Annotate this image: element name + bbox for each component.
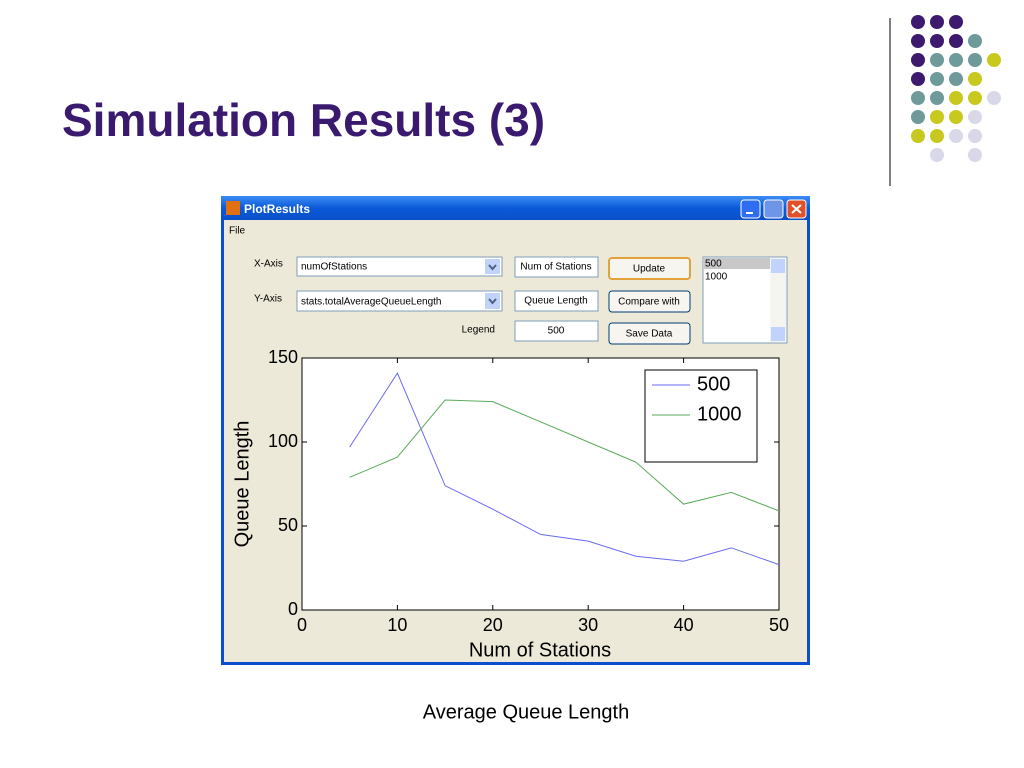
dot (968, 34, 982, 48)
dot (911, 110, 925, 124)
dot (949, 72, 963, 86)
button-label: Compare with (618, 297, 680, 308)
dot (949, 129, 963, 143)
scrollbar[interactable] (770, 258, 786, 342)
dot (968, 148, 982, 162)
menu-file[interactable]: File (229, 226, 246, 237)
save-button[interactable] (608, 322, 691, 345)
close-icon (791, 204, 802, 214)
legend-label: 500 (697, 373, 730, 395)
dot (968, 91, 982, 105)
dot (911, 53, 925, 67)
dot (930, 72, 944, 86)
arrow-icon (488, 298, 497, 305)
dot (949, 110, 963, 124)
title-bar (221, 196, 810, 220)
update-button[interactable] (608, 257, 691, 280)
series-line (349, 399, 780, 512)
dot (987, 91, 1001, 105)
button-label: Save Data (626, 329, 673, 340)
x-tick-label: 50 (769, 615, 789, 635)
y-axis-title: Queue Length (231, 421, 253, 548)
dot (911, 34, 925, 48)
dot (968, 53, 982, 67)
dot (949, 53, 963, 67)
dot (930, 91, 944, 105)
dot (968, 129, 982, 143)
dot (911, 129, 925, 143)
legend-input[interactable] (514, 320, 599, 342)
dot (930, 53, 944, 67)
list-item[interactable]: 1000 (705, 272, 728, 283)
minimize-button[interactable] (740, 199, 761, 219)
x-axis-value: numOfStations (301, 262, 367, 273)
compare-button[interactable] (608, 290, 691, 313)
x-tick-label: 40 (674, 615, 694, 635)
arrow-icon (488, 264, 497, 271)
x-axis-combo[interactable] (296, 256, 503, 277)
x-tick-label: 0 (297, 615, 307, 635)
list-selection (704, 258, 770, 269)
decoration-dots (911, 15, 1001, 162)
scroll-down[interactable] (771, 327, 785, 341)
x-axis-title: Num of Stations (469, 639, 611, 661)
dot (911, 72, 925, 86)
series-line (349, 372, 780, 566)
scroll-up[interactable] (771, 259, 785, 273)
dot (968, 72, 982, 86)
legend-text: 500 (548, 326, 565, 337)
x-label-text: Num of Stations (520, 262, 591, 273)
dot (911, 91, 925, 105)
dot (949, 15, 963, 29)
y-label-text: Queue Length (524, 296, 587, 307)
dot (968, 110, 982, 124)
app-icon (226, 201, 240, 215)
window-title: PlotResults (244, 202, 310, 216)
dot (949, 34, 963, 48)
dot (930, 148, 944, 162)
y-tick-label: 100 (268, 431, 298, 451)
legend-label: Legend (462, 325, 495, 336)
dot (930, 110, 944, 124)
combo-arrow[interactable] (485, 259, 500, 274)
y-axis-value: stats.totalAverageQueueLength (301, 297, 441, 308)
y-tick-label: 0 (288, 599, 298, 619)
dot (987, 53, 1001, 67)
x-axis-label: X-Axis (254, 259, 283, 270)
maximize-button[interactable] (763, 199, 784, 219)
slide-title: Simulation Results (3) (62, 94, 545, 146)
y-label-input[interactable] (514, 290, 599, 312)
y-axis-label: Y-Axis (254, 294, 282, 305)
x-tick-label: 30 (578, 615, 598, 635)
y-tick-label: 150 (268, 347, 298, 367)
list-item[interactable]: 500 (705, 259, 722, 270)
dot (930, 34, 944, 48)
y-tick-label: 50 (278, 515, 298, 535)
combo-arrow[interactable] (485, 293, 500, 309)
button-label: Update (633, 264, 666, 275)
y-axis-combo[interactable] (296, 290, 503, 312)
x-tick-label: 20 (483, 615, 503, 635)
minimize-icon (746, 212, 753, 214)
dot (949, 91, 963, 105)
dot (930, 129, 944, 143)
dot (930, 15, 944, 29)
legend-label: 1000 (697, 403, 742, 425)
caption: Average Queue Length (423, 701, 629, 723)
dot (911, 15, 925, 29)
x-label-input[interactable] (514, 256, 599, 278)
x-tick-label: 10 (387, 615, 407, 635)
